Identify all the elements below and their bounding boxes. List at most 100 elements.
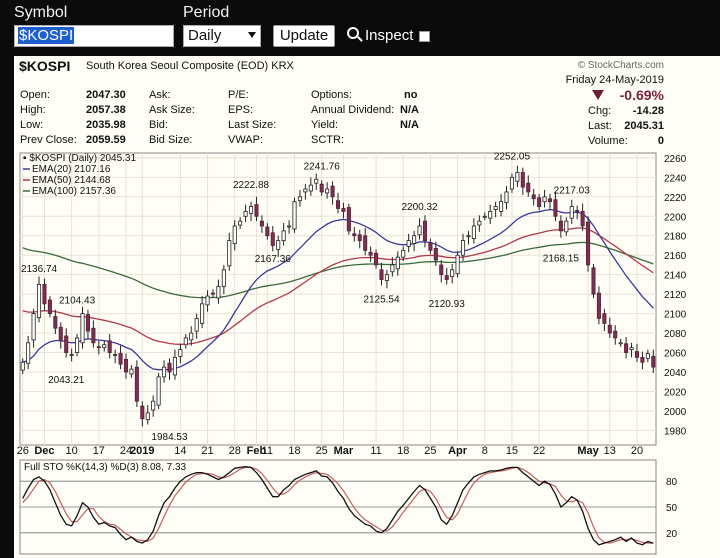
- candle: [238, 220, 243, 226]
- price-annotation: 2222.88: [233, 180, 270, 191]
- candle: [422, 220, 428, 241]
- x-tick-label: 21: [201, 445, 213, 457]
- price-annotation: 2104.43: [59, 295, 96, 306]
- candle: [205, 295, 210, 306]
- price-annotation: 2200.32: [401, 202, 438, 213]
- candle: [634, 351, 640, 358]
- candle: [629, 347, 634, 351]
- candle: [433, 247, 438, 261]
- candle: [123, 358, 129, 373]
- candle: [645, 353, 650, 359]
- x-tick-label: 28: [229, 445, 241, 457]
- inspect-label: Inspect: [365, 27, 414, 44]
- candle: [520, 172, 525, 188]
- price-annotation: 2120.93: [429, 299, 466, 310]
- candle: [526, 182, 531, 193]
- y-tick-label: 2000: [664, 407, 687, 418]
- candle: [281, 230, 286, 242]
- candle: [36, 283, 42, 318]
- candle: [47, 299, 52, 314]
- x-tick-label: 15: [506, 445, 518, 457]
- candle: [384, 274, 389, 281]
- chart-name: South Korea Seoul Composite (EOD) KRX: [86, 60, 294, 72]
- candle: [102, 344, 107, 349]
- candle: [471, 225, 476, 240]
- bid-size-label: Bid Size:: [149, 134, 193, 146]
- x-tick-label: Mar: [334, 445, 354, 457]
- candle: [558, 220, 563, 232]
- candle: [580, 210, 585, 227]
- candle: [591, 267, 596, 295]
- x-tick-label: 2019: [130, 445, 154, 457]
- candle: [254, 204, 259, 217]
- candle: [292, 201, 297, 230]
- yield-label: Yield:: [311, 119, 339, 131]
- chg-label: Chg:: [588, 105, 612, 117]
- legend-entry: EMA(100) 2157.36: [32, 186, 116, 197]
- watermark: © StockCharts.com: [577, 60, 664, 71]
- price-annotation: 2167.36: [255, 254, 292, 265]
- y-tick-label: 2140: [664, 271, 687, 282]
- x-tick-label: Apr: [448, 445, 468, 457]
- vwap-label: VWAP:: [228, 134, 264, 146]
- candle: [210, 292, 216, 295]
- candle: [58, 326, 63, 342]
- period-select-value: Daily: [188, 27, 222, 44]
- prev-close-label: Prev Close:: [20, 134, 77, 146]
- legend-entry: ▪ $KOSPI (Daily) 2045.31: [23, 153, 136, 164]
- period-select[interactable]: Daily: [183, 25, 261, 47]
- chevron-down-icon: [248, 32, 256, 38]
- x-tick-label: 26: [17, 445, 29, 457]
- candle: [183, 337, 188, 346]
- y-tick-label: 2180: [664, 232, 687, 243]
- candle: [276, 240, 281, 250]
- stoch-y-tick-label: 80: [666, 477, 678, 488]
- candle: [75, 337, 80, 353]
- candle: [618, 342, 623, 345]
- candle: [542, 196, 547, 203]
- period-label: Period: [183, 4, 230, 21]
- candle: [80, 313, 85, 344]
- y-tick-label: 2240: [664, 173, 687, 184]
- candle: [314, 178, 319, 184]
- candle: [85, 314, 90, 332]
- x-tick-label: Dec: [34, 445, 54, 457]
- ema-50-line: [22, 227, 654, 345]
- candle: [194, 318, 199, 332]
- candle: [515, 172, 520, 182]
- candle: [162, 366, 167, 378]
- chart-area: $KOSPI South Korea Seoul Composite (EOD)…: [14, 56, 720, 558]
- candle: [488, 210, 493, 219]
- search-icon: [347, 27, 359, 39]
- candle: [91, 327, 96, 344]
- candle: [297, 196, 302, 202]
- candle: [537, 197, 542, 207]
- x-tick-label: 11: [262, 445, 273, 457]
- down-arrow-icon: [592, 90, 604, 100]
- high-value: 2057.38: [86, 104, 126, 116]
- candle: [640, 356, 645, 363]
- candle: [460, 240, 466, 256]
- stoch-label: Full STO %K(14,3) %D(3) 8.08, 7.33: [24, 462, 187, 473]
- symbol-input-value[interactable]: $KOSPI: [18, 27, 75, 44]
- candle: [167, 362, 172, 373]
- options-value: no: [404, 89, 418, 101]
- candle: [586, 221, 591, 266]
- ask-label: Ask:: [149, 89, 171, 101]
- candle: [374, 252, 379, 266]
- candle: [450, 269, 455, 278]
- stoch-k-line: [22, 465, 654, 546]
- update-button[interactable]: Update: [273, 25, 335, 47]
- candle: [64, 335, 69, 353]
- x-tick-label: 18: [397, 445, 409, 457]
- candle: [379, 269, 384, 280]
- price-annotation: 2252.05: [494, 152, 531, 163]
- candle: [270, 232, 275, 246]
- candle: [151, 400, 156, 411]
- bid-label: Bid:: [149, 119, 168, 131]
- inspect-toggle[interactable]: Inspect: [347, 27, 431, 44]
- symbol-input[interactable]: $KOSPI: [14, 25, 174, 47]
- candle: [287, 225, 292, 228]
- candle: [395, 256, 400, 270]
- inspect-checkbox[interactable]: [419, 30, 431, 42]
